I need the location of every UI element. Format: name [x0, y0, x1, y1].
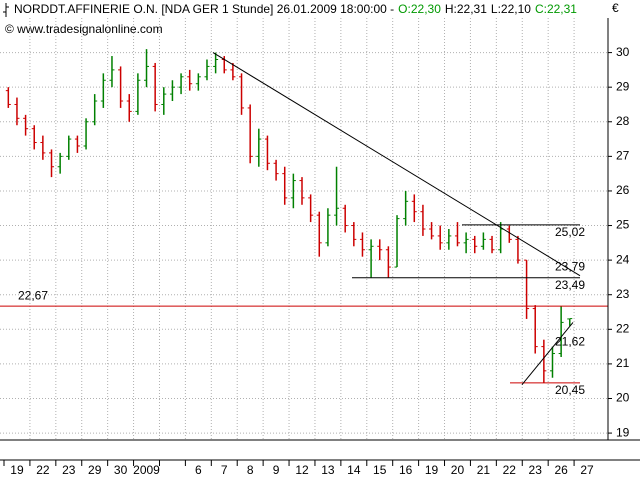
- level-label: 22,67: [18, 288, 48, 302]
- x-tick-label: 13: [321, 463, 335, 477]
- x-tick-label: 30: [114, 463, 128, 477]
- x-tick-label: 19: [10, 463, 24, 477]
- level-label: 20,45: [555, 383, 585, 397]
- x-tick-label: 7: [221, 463, 228, 477]
- x-tick-label: 2009: [133, 463, 160, 477]
- x-tick-label: 8: [247, 463, 254, 477]
- x-tick-label: 29: [88, 463, 102, 477]
- x-tick-label: 22: [503, 463, 517, 477]
- y-tick-label: 27: [616, 149, 630, 163]
- x-tick-label: 15: [373, 463, 387, 477]
- quote-item: O:22,30: [398, 2, 441, 16]
- x-tick-label: 27: [580, 463, 594, 477]
- y-tick-label: 22: [616, 321, 630, 335]
- x-tick-label: 12: [295, 463, 309, 477]
- quote-item: C:22,31: [535, 2, 577, 16]
- header-title: NORDDT.AFFINERIE O.N. [NDA GER 1 Stunde]…: [14, 2, 394, 16]
- header: NORDDT.AFFINERIE O.N. [NDA GER 1 Stunde]…: [14, 2, 577, 16]
- header-icon: [3, 3, 9, 17]
- y-tick-label: 26: [616, 183, 630, 197]
- y-tick-label: 20: [616, 391, 630, 405]
- y-tick-label: 21: [616, 356, 630, 370]
- y-tick-label: 19: [616, 425, 630, 439]
- level-label: 25,02: [555, 225, 585, 239]
- trendline: [521, 322, 574, 385]
- plot: 22,67 25,02 23,49 20,45 23,79 21,62: [0, 18, 608, 440]
- level-label: 23,49: [555, 278, 585, 292]
- quote-item: H:22,31: [445, 2, 487, 16]
- quote-item: L:22,10: [491, 2, 531, 16]
- trendline-label: 23,79: [555, 260, 585, 274]
- y-tick-label: 23: [616, 287, 630, 301]
- x-tick-label: 14: [347, 463, 361, 477]
- trendline-label: 21,62: [555, 335, 585, 349]
- currency: €: [612, 1, 619, 15]
- x-tick-label: 19: [425, 463, 439, 477]
- x-tick-label: 9: [273, 463, 280, 477]
- x-tick-label: 21: [477, 463, 491, 477]
- x-tick-label: 20: [451, 463, 465, 477]
- x-tick-label: 22: [36, 463, 50, 477]
- x-tick-label: 16: [399, 463, 413, 477]
- y-tick-label: 29: [616, 79, 630, 93]
- y-tick-label: 24: [616, 252, 630, 266]
- copyright: © www.tradesignalonline.com: [5, 22, 163, 36]
- trendline: [212, 52, 581, 277]
- x-tick-label: 6: [195, 463, 202, 477]
- y-tick-label: 30: [616, 45, 630, 59]
- y-tick-label: 25: [616, 218, 630, 232]
- y-tick-label: 28: [616, 114, 630, 128]
- x-tick-label: 23: [62, 463, 76, 477]
- x-tick-label: 23: [529, 463, 543, 477]
- x-tick-label: 26: [554, 463, 568, 477]
